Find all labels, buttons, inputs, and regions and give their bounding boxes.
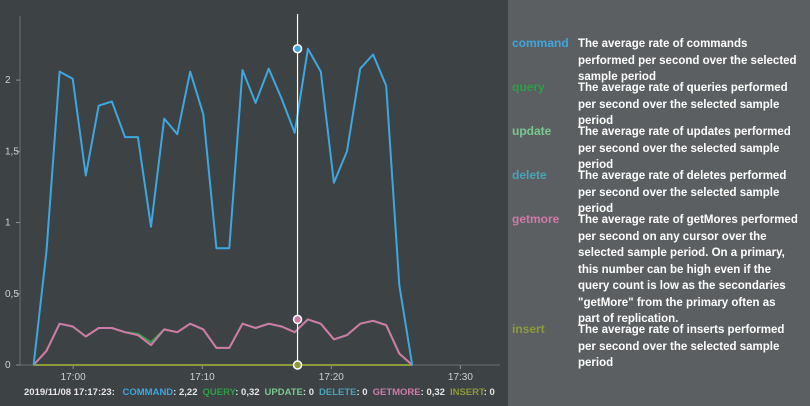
y-tick-label: 1,5 <box>5 146 19 157</box>
series-line-command <box>32 47 414 366</box>
x-tick-label: 17:00 <box>61 372 86 383</box>
chart-panel[interactable]: 0 0,5 1 1,5 2 17:00 17:10 17:20 17:30 <box>0 0 508 406</box>
status-label-getmore: GETMORE <box>372 387 421 398</box>
status-value-getmore: 0,32 <box>426 387 445 398</box>
status-separator: : <box>420 387 427 398</box>
legend-series-name: delete <box>512 168 547 182</box>
y-tick-label: 2 <box>5 75 11 86</box>
status-value-command: 2,22 <box>178 387 198 398</box>
legend-series-name: update <box>512 124 552 138</box>
status-value-query: 0,32 <box>241 387 260 398</box>
status-label-command: COMMAND <box>122 387 174 398</box>
x-tick-label: 17:10 <box>190 372 215 383</box>
legend-series-description: The average rate of getMores performed p… <box>578 214 798 325</box>
legend-series-name: command <box>512 36 569 50</box>
status-separator: : <box>173 387 179 398</box>
series-line-query <box>32 318 413 366</box>
legend-series-name: insert <box>512 322 545 336</box>
legend-series-description: The average rate of inserts performed pe… <box>578 324 785 369</box>
status-label-insert: INSERT <box>449 387 484 398</box>
legend-series-description: The average rate of queries performed pe… <box>578 82 788 127</box>
status-value-update: 0 <box>308 387 314 398</box>
status-value-insert: 0 <box>489 387 495 398</box>
cursor-marker-insert <box>292 360 303 370</box>
series-line-getmore <box>32 318 413 366</box>
legend-series-name: getmore <box>512 212 560 226</box>
status-label-delete: DELETE <box>319 387 357 398</box>
y-tick-label: 0 <box>5 360 11 371</box>
status-separator: : <box>356 387 363 398</box>
y-tick-label: 0,5 <box>5 289 19 300</box>
status-value-delete: 0 <box>362 387 368 398</box>
legend-series-description: The average rate of deletes performed pe… <box>578 170 787 215</box>
cursor-marker-getmore <box>292 314 303 325</box>
legend-series-description: The average rate of commands performed p… <box>578 38 797 83</box>
status-separator: : <box>302 387 309 398</box>
legend-series-name: query <box>512 80 545 94</box>
status-separator: : <box>483 387 490 398</box>
x-tick-label: 17:20 <box>319 372 344 383</box>
legend-panel: command The average rate of commands perf… <box>508 0 810 406</box>
cursor-status-bar: 2019/11/08 17:17:23: COMMAND: 2,22 QUERY:… <box>24 387 495 398</box>
cursor-marker-command <box>292 44 303 54</box>
x-tick-label: 17:30 <box>448 372 473 383</box>
status-label-update: UPDATE <box>264 387 303 398</box>
y-tick-label: 1 <box>5 218 11 229</box>
legend-series-description: The average rate of updates performed pe… <box>578 126 791 171</box>
operations-chart[interactable]: 0 0,5 1 1,5 2 17:00 17:10 17:20 17:30 <box>0 0 508 406</box>
status-separator: : <box>235 387 242 398</box>
status-label-query: QUERY <box>202 387 236 398</box>
status-timestamp: 2019/11/08 17:17:23: <box>24 387 115 398</box>
